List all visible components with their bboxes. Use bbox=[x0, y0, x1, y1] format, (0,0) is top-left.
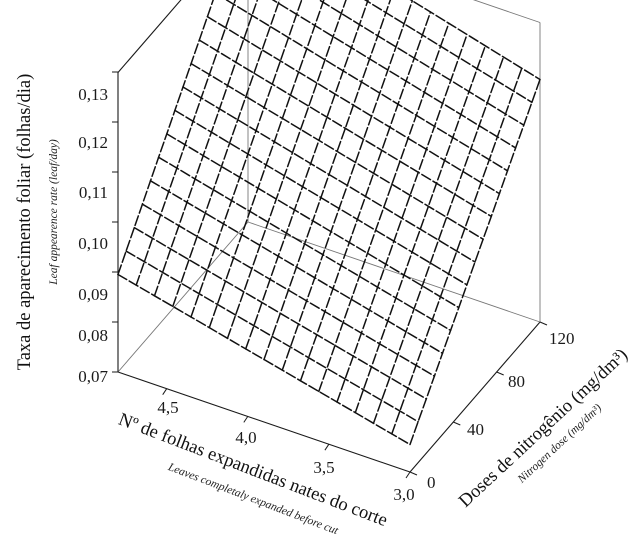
z-axis-ticks: 0,07 0,08 0,09 0,10 0,11 0,12 0,13 bbox=[78, 85, 108, 386]
floor-edge-front bbox=[117, 371, 411, 473]
y-tick-mark bbox=[496, 371, 504, 376]
z-tick-label: 0,10 bbox=[78, 234, 108, 253]
mesh-line-leaves bbox=[157, 156, 452, 332]
x-tick-label: 3,0 bbox=[393, 485, 414, 504]
mesh-line-leaves bbox=[409, 0, 541, 81]
mesh-line-leaves bbox=[190, 62, 484, 240]
tick-marks bbox=[112, 71, 548, 479]
mesh-line-leaves bbox=[125, 250, 419, 423]
y-tick-label: 0 bbox=[427, 473, 436, 492]
x-tick-mark bbox=[405, 471, 411, 479]
x-tick-label: 4,0 bbox=[235, 428, 256, 447]
mesh-line-leaves bbox=[182, 86, 476, 263]
mesh-line-nitrogen bbox=[226, 0, 347, 340]
x-tick-mark bbox=[243, 416, 249, 423]
y-tick-label: 120 bbox=[549, 329, 575, 348]
mesh-line-leaves bbox=[198, 39, 493, 218]
mesh-line-leaves bbox=[133, 226, 428, 400]
z-tick-label: 0,13 bbox=[78, 85, 108, 104]
floor-edge-back bbox=[247, 221, 541, 323]
floor-edge-left bbox=[117, 221, 249, 373]
x-tick-label: 3,5 bbox=[313, 458, 334, 477]
mesh-line-leaves bbox=[206, 15, 501, 195]
x-tick-label: 4,5 bbox=[157, 398, 178, 417]
mesh-line-leaves bbox=[166, 133, 460, 309]
y-tick-mark bbox=[409, 471, 418, 476]
z-tick-label: 0,12 bbox=[78, 133, 108, 152]
mesh-line-leaves bbox=[271, 0, 517, 149]
mesh-line-nitrogen bbox=[172, 0, 281, 308]
top-edge-left bbox=[117, 0, 182, 73]
surface-mesh bbox=[117, 0, 541, 446]
floor-edge-right bbox=[409, 321, 541, 473]
y-tick-label: 80 bbox=[508, 372, 525, 391]
mesh-line-leaves bbox=[363, 0, 533, 104]
mesh-line-leaves bbox=[141, 203, 436, 377]
x-tick-mark bbox=[324, 443, 330, 451]
mesh-line-nitrogen bbox=[391, 67, 523, 435]
z-tick-label: 0,11 bbox=[79, 183, 108, 202]
mesh-line-nitrogen bbox=[208, 0, 325, 329]
mesh-line-nitrogen bbox=[117, 0, 214, 276]
top-edge-back bbox=[472, 0, 541, 23]
z-tick-label: 0,09 bbox=[78, 285, 108, 304]
z-tick-label: 0,07 bbox=[78, 367, 108, 386]
x-tick-mark bbox=[162, 388, 168, 395]
y-tick-mark bbox=[453, 421, 461, 426]
z-tick-label: 0,08 bbox=[78, 326, 108, 345]
mesh-line-leaves bbox=[174, 109, 468, 286]
mesh-line-leaves bbox=[225, 0, 509, 172]
x-axis-ticks: 4,5 4,0 3,5 3,0 bbox=[157, 398, 414, 504]
mesh-line-leaves bbox=[317, 0, 525, 126]
y-axis-ticks: 0 40 80 120 bbox=[427, 329, 575, 492]
z-axis-title: Taxa de aparecimento foliar (folhas/dia) bbox=[15, 74, 35, 371]
mesh-line-leaves bbox=[149, 180, 444, 355]
mesh-line-nitrogen bbox=[372, 56, 505, 425]
mesh-line-nitrogen bbox=[135, 0, 237, 286]
y-tick-label: 40 bbox=[467, 420, 484, 439]
mesh-line-nitrogen bbox=[409, 78, 541, 446]
z-axis-subtitle: Leaf appearence rate (leaf/day) bbox=[48, 139, 60, 286]
y-tick-mark bbox=[539, 321, 548, 326]
mesh-line-leaves bbox=[117, 273, 411, 446]
